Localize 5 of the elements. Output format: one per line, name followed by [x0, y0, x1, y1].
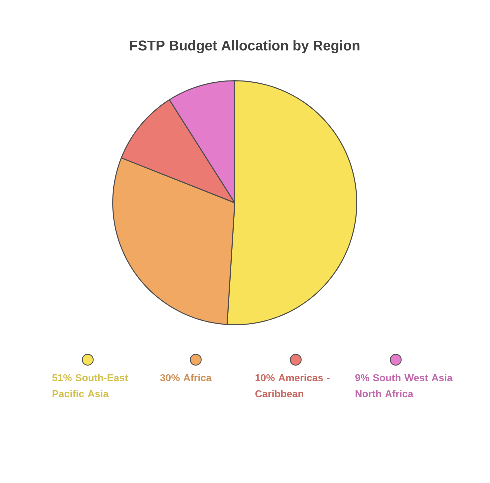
- legend-label: 9% South West Asia North Africa: [356, 374, 453, 398]
- chart-title: FSTP Budget Allocation by Region: [130, 40, 360, 54]
- legend-label: 30% Africa: [160, 374, 212, 382]
- legend-label: 10% Americas - Caribbean: [256, 374, 330, 398]
- legend-label: 51% South-East Pacific Asia: [52, 374, 128, 398]
